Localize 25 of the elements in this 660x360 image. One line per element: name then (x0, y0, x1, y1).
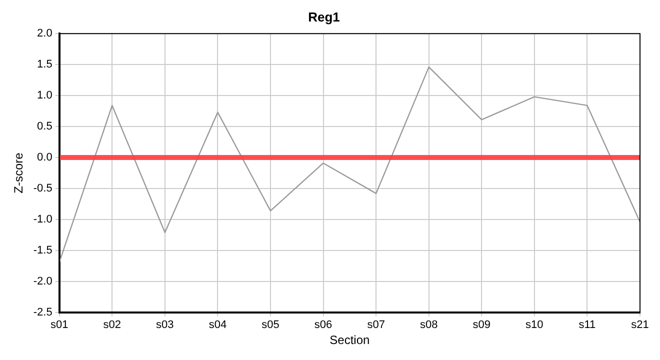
x-tick-label: s09 (472, 319, 491, 332)
x-tick-label: s01 (50, 319, 68, 332)
y-tick-label: -2.5 (33, 306, 52, 318)
y-tick-label: -0.5 (33, 182, 52, 195)
y-tick-label: 1.5 (37, 58, 52, 71)
y-tick-label: 0.5 (37, 120, 52, 133)
x-tick-label: s07 (367, 319, 385, 332)
chart-title: Reg1 (308, 9, 340, 24)
y-tick-label: 1.0 (37, 90, 52, 102)
x-axis-title: Section (330, 333, 370, 348)
x-tick-label: s02 (103, 319, 122, 332)
y-tick-label: -1.5 (33, 244, 52, 256)
y-axis-title: Z-score (12, 152, 26, 194)
y-tick-label: 2.0 (37, 28, 52, 40)
x-tick-label: s11 (578, 319, 596, 332)
x-tick-label: s08 (420, 319, 438, 332)
x-tick-label: s06 (314, 319, 332, 332)
x-tick-label: s05 (262, 319, 280, 332)
x-tick-label: s04 (208, 319, 227, 332)
y-tick-label: -2.0 (33, 275, 52, 288)
x-tick-label: s03 (156, 319, 174, 332)
y-tick-label: 0.0 (37, 152, 52, 164)
x-tick-label: s10 (526, 319, 544, 332)
x-tick-label: s21 (631, 319, 649, 332)
y-tick-label: -1.0 (33, 214, 52, 226)
